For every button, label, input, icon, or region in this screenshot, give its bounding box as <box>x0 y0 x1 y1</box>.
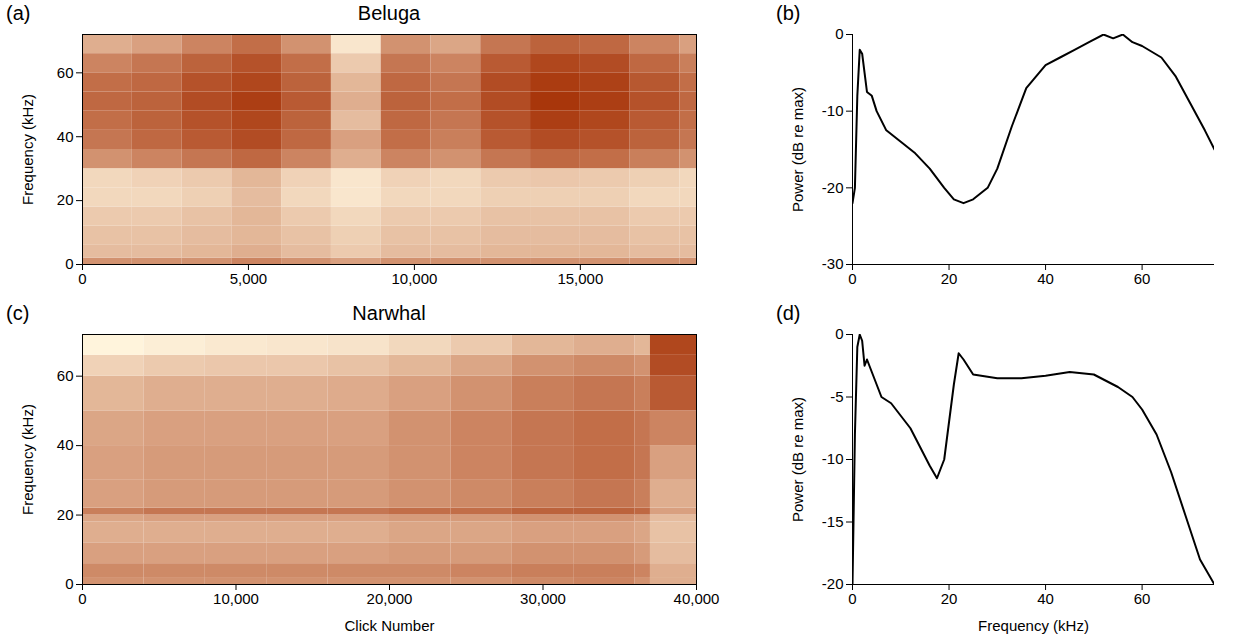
svg-text:Frequency (kHz): Frequency (kHz) <box>19 404 36 515</box>
svg-text:0: 0 <box>848 270 856 287</box>
html-text:(a): (a) <box>6 2 31 24</box>
svg-text:0: 0 <box>835 326 843 342</box>
svg-text:Power (dB re max): Power (dB re max) <box>789 397 806 522</box>
svg-text:-10: -10 <box>822 450 844 467</box>
svg-text:-20: -20 <box>822 575 844 592</box>
svg-text:15,000: 15,000 <box>557 270 603 287</box>
svg-text:-10: -10 <box>822 102 844 119</box>
svg-text:0: 0 <box>65 575 73 592</box>
svg-text:Frequency (kHz): Frequency (kHz) <box>19 94 36 205</box>
html-text:Beluga: Beluga <box>357 2 421 24</box>
svg-text:-20: -20 <box>822 179 844 196</box>
svg-text:0: 0 <box>848 590 856 607</box>
svg-text:0: 0 <box>78 270 86 287</box>
svg-text:60: 60 <box>1134 590 1151 607</box>
svg-text:40: 40 <box>1037 270 1054 287</box>
svg-text:60: 60 <box>57 64 74 81</box>
svg-text:20: 20 <box>57 506 74 523</box>
html-text:Narwhal: Narwhal <box>352 302 426 324</box>
svg-text:Frequency (kHz): Frequency (kHz) <box>978 617 1089 634</box>
svg-text:Power (dB re max): Power (dB re max) <box>789 87 806 212</box>
svg-text:20,000: 20,000 <box>367 590 413 607</box>
svg-text:-15: -15 <box>822 513 844 530</box>
svg-text:10,000: 10,000 <box>213 590 259 607</box>
svg-text:0: 0 <box>78 590 86 607</box>
html-text:(c): (c) <box>6 302 30 324</box>
svg-text:Click Number: Click Number <box>344 617 434 634</box>
svg-text:-30: -30 <box>822 255 844 272</box>
svg-text:60: 60 <box>1134 270 1151 287</box>
svg-text:20: 20 <box>941 270 958 287</box>
html-text:(b): (b) <box>776 2 801 24</box>
svg-text:40,000: 40,000 <box>674 590 720 607</box>
svg-text:40: 40 <box>57 436 74 453</box>
svg-text:0: 0 <box>835 26 843 42</box>
svg-text:20: 20 <box>57 191 74 208</box>
svg-text:20: 20 <box>941 590 958 607</box>
svg-text:40: 40 <box>57 128 74 145</box>
html-text:(d): (d) <box>776 302 801 324</box>
svg-text:0: 0 <box>65 255 73 272</box>
svg-text:40: 40 <box>1037 590 1054 607</box>
svg-text:10,000: 10,000 <box>391 270 437 287</box>
svg-text:-5: -5 <box>830 388 843 405</box>
svg-text:30,000: 30,000 <box>520 590 566 607</box>
svg-text:60: 60 <box>57 367 74 384</box>
svg-text:5,000: 5,000 <box>230 270 268 287</box>
